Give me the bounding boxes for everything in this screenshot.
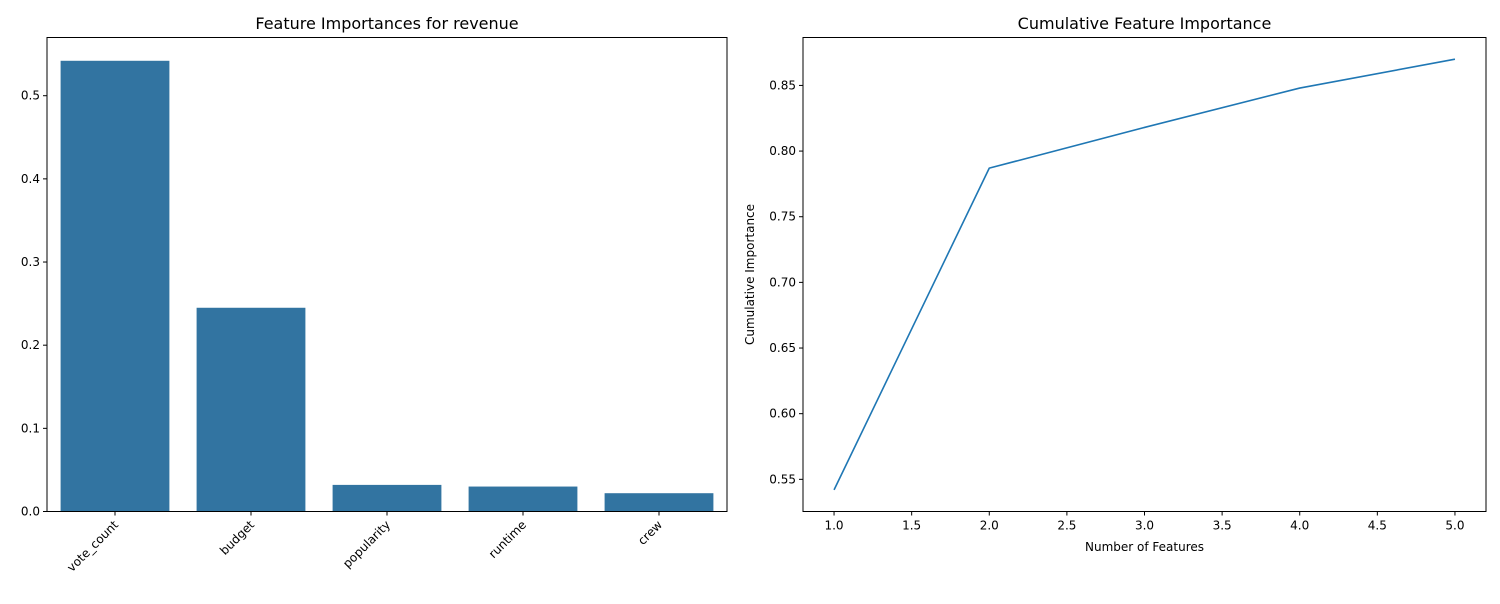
bar-crew [605,493,714,511]
y-axis-ticks: 0.0 0.1 0.2 0.3 0.4 0.5 [21,89,47,519]
bar-runtime [469,487,578,512]
x-tick-label: 2.0 [980,519,999,533]
y-tick-label: 0.55 [769,472,796,486]
bar-chart-panel: Feature Importances for revenue 0.00.10.… [21,14,727,575]
x-tick-label: 5.0 [1445,519,1464,533]
y-tick-label: 0.75 [769,210,796,224]
x-tick-label-vote_count: vote_count [64,518,121,575]
line-chart-title: Cumulative Feature Importance [1018,14,1272,33]
y-tick-label: 0.0 [21,505,40,519]
line-chart-panel: Cumulative Feature Importance 0.550.600.… [743,14,1486,554]
y-tick-label: 0.2 [21,338,40,352]
bar-chart-title: Feature Importances for revenue [255,14,518,33]
bar-vote_count [61,61,170,512]
x-tick-label-crew: crew [635,518,665,548]
y-tick-label: 0.70 [769,275,796,289]
x-tick-label: 3.5 [1213,519,1232,533]
y-axis-label: Cumulative Importance [743,204,757,345]
y-tick-label: 0.80 [769,144,796,158]
y-axis-ticks: 0.55 0.60 0.65 0.70 0.75 0.80 0.85 [769,78,803,486]
x-tick-label: 1.5 [902,519,921,533]
y-tick-label: 0.65 [769,341,796,355]
x-axis-ticks: vote_count budget popularity runtime crew [64,512,665,575]
x-tick-label-runtime: runtime [486,518,529,561]
x-tick-label-popularity: popularity [340,518,393,571]
cumulative-importance-line [834,59,1455,490]
x-tick-label: 3.0 [1135,519,1154,533]
x-tick-label: 2.5 [1057,519,1076,533]
line-series-group [834,59,1455,490]
bar-popularity [333,485,442,512]
y-tick-label: 0.1 [21,421,40,435]
y-tick-label: 0.4 [21,172,40,186]
x-tick-label: 4.0 [1290,519,1309,533]
bar-budget [197,308,306,512]
x-tick-label: 4.5 [1368,519,1387,533]
line-chart-frame [803,38,1486,512]
x-axis-ticks: 1.0 1.5 2.0 2.5 3.0 3.5 4.0 4.5 5.0 [824,512,1464,533]
y-tick-label: 0.3 [21,255,40,269]
x-tick-label: 1.0 [824,519,843,533]
y-tick-label: 0.85 [769,78,796,92]
y-tick-label: 0.5 [21,89,40,103]
x-axis-label: Number of Features [1085,540,1204,554]
bar-group [61,61,714,512]
y-tick-label: 0.60 [769,407,796,421]
x-tick-label-budget: budget [217,518,257,558]
